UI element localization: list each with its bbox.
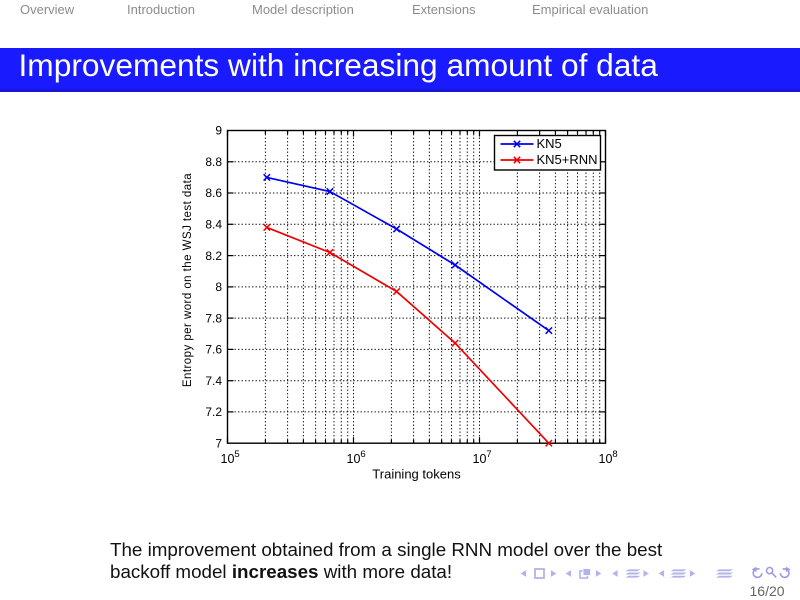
svg-text:Entropy per word on the WSJ te: Entropy per word on the WSJ test data	[182, 173, 194, 387]
svg-text:7: 7	[215, 436, 222, 450]
svg-text:105: 105	[221, 449, 240, 466]
svg-text:7.8: 7.8	[205, 311, 222, 325]
svg-text:107: 107	[473, 449, 492, 466]
svg-text:KN5+RNN: KN5+RNN	[537, 152, 598, 167]
svg-text:108: 108	[599, 449, 618, 466]
svg-text:8.8: 8.8	[205, 155, 222, 169]
svg-text:7.2: 7.2	[205, 405, 222, 419]
svg-text:9: 9	[215, 124, 222, 138]
svg-text:7.6: 7.6	[205, 343, 222, 357]
svg-text:7.4: 7.4	[205, 374, 222, 388]
svg-text:8.6: 8.6	[205, 186, 222, 200]
svg-text:8: 8	[215, 280, 222, 294]
svg-text:KN5: KN5	[537, 136, 562, 151]
svg-text:106: 106	[347, 449, 366, 466]
svg-text:8.2: 8.2	[205, 249, 222, 263]
svg-text:Training tokens: Training tokens	[372, 467, 461, 482]
svg-text:8.4: 8.4	[205, 218, 222, 232]
